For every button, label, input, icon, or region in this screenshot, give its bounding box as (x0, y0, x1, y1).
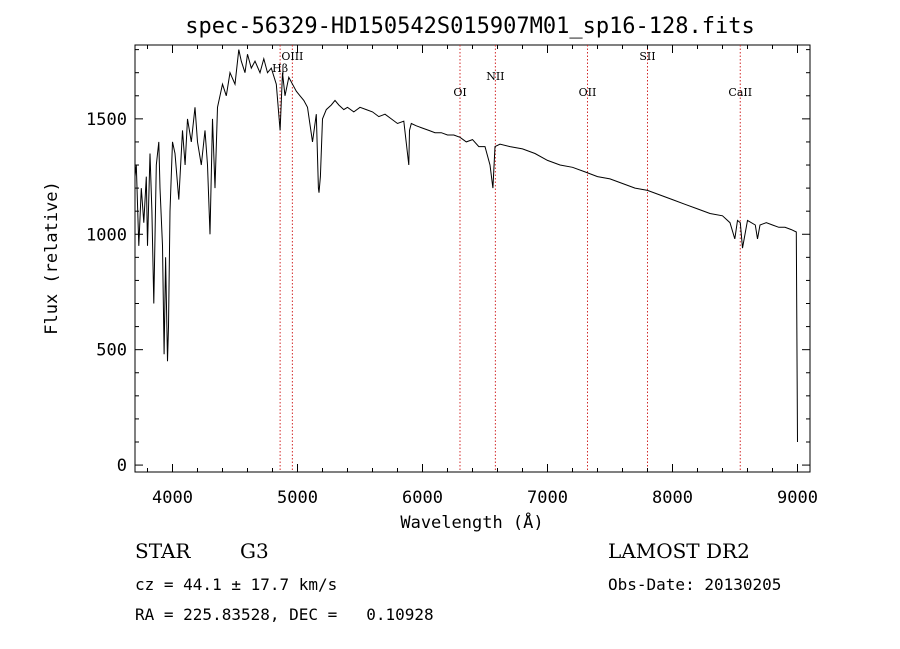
survey-name: LAMOST DR2 (608, 539, 750, 563)
x-axis-label: Wavelength (Å) (400, 511, 543, 533)
y-tick-label-0: 0 (117, 456, 127, 476)
coordinates: RA = 225.83528, DEC = 0.10928 (135, 605, 434, 624)
object-subclass: G3 (240, 539, 269, 563)
axis-ticks: 4000 5000 6000 7000 8000 9000 0 500 1000 1500 (86, 45, 818, 508)
spectral-line-label-1: Hβ (272, 62, 288, 75)
spectral-line-label-5: SII (639, 50, 655, 63)
spectral-line-label-3: NII (486, 70, 504, 83)
redshift-value: cz = 44.1 ± 17.7 km/s (135, 575, 338, 594)
spectral-line-label-4: OII (579, 86, 597, 99)
x-tick-label-1: 5000 (277, 488, 318, 508)
object-class: STAR (135, 539, 191, 563)
plot-frame (134, 44, 811, 473)
observation-date: Obs-Date: 20130205 (608, 575, 782, 594)
x-tick-label-5: 9000 (777, 488, 818, 508)
x-tick-label-4: 8000 (652, 488, 693, 508)
flux-series-line (134, 49, 798, 443)
chart-title: spec-56329-HD150542S015907M01_sp16-128.f… (185, 14, 755, 39)
x-tick-label-0: 4000 (152, 488, 193, 508)
spectral-line-label-0: OIII (281, 50, 303, 63)
x-tick-label-2: 6000 (402, 488, 443, 508)
spectral-line-label-6: CaII (728, 86, 752, 99)
x-tick-label-3: 7000 (527, 488, 568, 508)
spectral-line-label-2: OI (453, 86, 466, 99)
y-tick-label-2: 1000 (86, 225, 127, 245)
y-tick-label-1: 500 (96, 341, 127, 361)
y-axis-label: Flux (relative) (42, 181, 62, 335)
y-tick-label-3: 1500 (86, 110, 127, 130)
